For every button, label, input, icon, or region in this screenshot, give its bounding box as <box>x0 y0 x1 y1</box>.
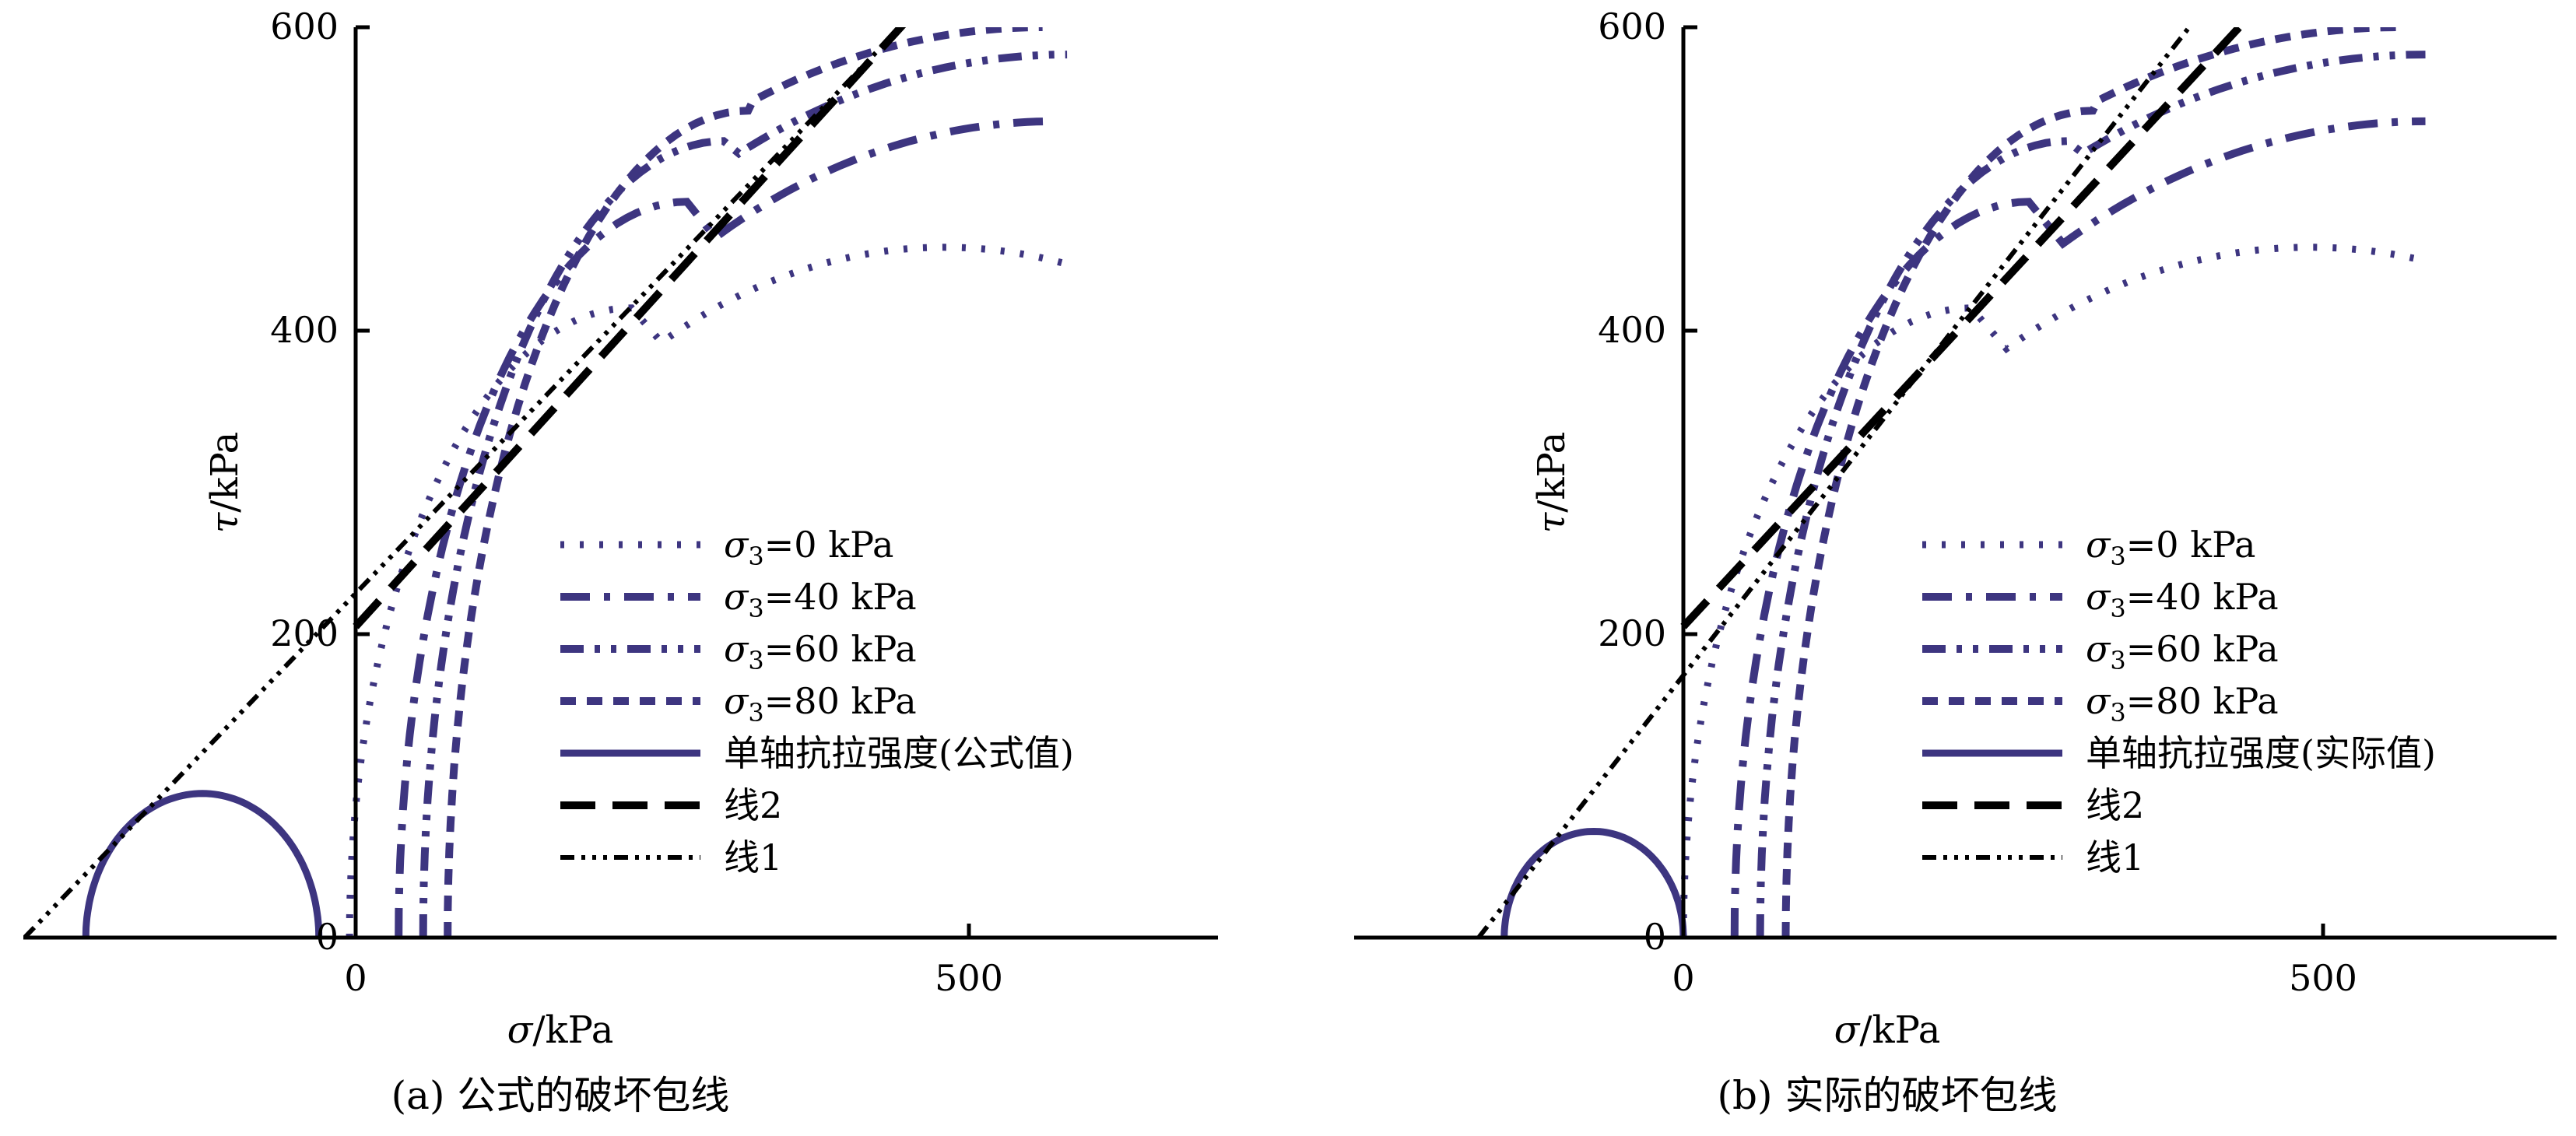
plot-area <box>1476 27 2427 939</box>
x-tick-label: 0 <box>1672 957 1694 999</box>
sigma3-0-series <box>1679 244 2427 938</box>
x-tick-label: 500 <box>935 957 1003 999</box>
y-tick-label: 600 <box>270 5 339 47</box>
sigma3-80-series <box>444 27 1043 938</box>
legend: σ3=0 kPa σ3=40 kPa σ3=60 kPa σ3=80 kPa单轴抗拉强… <box>1922 524 2436 878</box>
legend: σ3=0 kPa σ3=40 kPa σ3=60 kPa σ3=80 kPa单轴抗拉强… <box>560 524 1074 878</box>
sigma3-60-series <box>419 51 1068 938</box>
line2-series <box>353 27 907 629</box>
legend-item-label: σ3=0 kPa <box>724 524 893 571</box>
y-axis-label: τ/kPa <box>1530 432 1574 534</box>
legend-item-label: 线1 <box>724 836 782 878</box>
y-tick-label: 400 <box>1598 309 1666 351</box>
y-tick-label: 600 <box>1598 5 1666 47</box>
line2-series <box>1680 27 2245 629</box>
panel-b: 0 200 400 600 0 500 σ/kPa τ/kPa σ3=0 kPa σ3=40 kP… <box>1354 5 2557 1118</box>
y-tick-label: 200 <box>270 612 339 654</box>
legend-item-label: 单轴抗拉强度(公式值) <box>724 732 1074 774</box>
x-axis-label: σ/kPa <box>1834 1008 1941 1052</box>
legend-item-label: σ3=80 kPa <box>2086 680 2279 728</box>
panel-a: 0 200 400 600 0 500 σ/kPa τ/kPa σ3=0 kPa σ3=40 kP… <box>23 5 1218 1118</box>
y-tick-label: 200 <box>1598 612 1666 654</box>
x-tick-label: 0 <box>344 957 367 999</box>
legend-item-label: σ3=60 kPa <box>724 628 917 675</box>
sigma3-0-series <box>346 244 1075 938</box>
line1-series <box>1476 27 2192 939</box>
legend-item-label: 线2 <box>2086 784 2144 826</box>
tension-circle-series <box>82 790 323 938</box>
legend-item-label: 单轴抗拉强度(实际值) <box>2086 732 2436 774</box>
y-tick-label: 0 <box>1644 916 1666 958</box>
legend-item-label: σ3=40 kPa <box>2086 576 2279 623</box>
sigma3-60-series <box>1756 51 2426 938</box>
y-tick-label: 400 <box>270 309 339 351</box>
legend-item-label: σ3=0 kPa <box>2086 524 2255 571</box>
y-axis-label: τ/kPa <box>203 432 247 534</box>
x-tick-label: 500 <box>2289 957 2357 999</box>
legend-item-label: σ3=40 kPa <box>724 576 917 623</box>
legend-item-label: 线2 <box>724 784 782 826</box>
sigma3-40-series <box>1730 117 2426 938</box>
plot-area <box>23 27 1075 940</box>
legend-item-label: 线1 <box>2086 836 2144 878</box>
x-axis-label: σ/kPa <box>507 1008 614 1052</box>
panel-caption: (a) 公式的破坏包线 <box>391 1073 730 1118</box>
legend-item-label: σ3=80 kPa <box>724 680 917 728</box>
panel-caption: (b) 实际的破坏包线 <box>1718 1073 2058 1118</box>
line1-series <box>23 27 904 940</box>
legend-item-label: σ3=60 kPa <box>2086 628 2279 675</box>
y-tick-label: 0 <box>316 916 339 958</box>
sigma3-80-series <box>1781 27 2400 938</box>
tension-circle-series <box>1500 827 1687 938</box>
